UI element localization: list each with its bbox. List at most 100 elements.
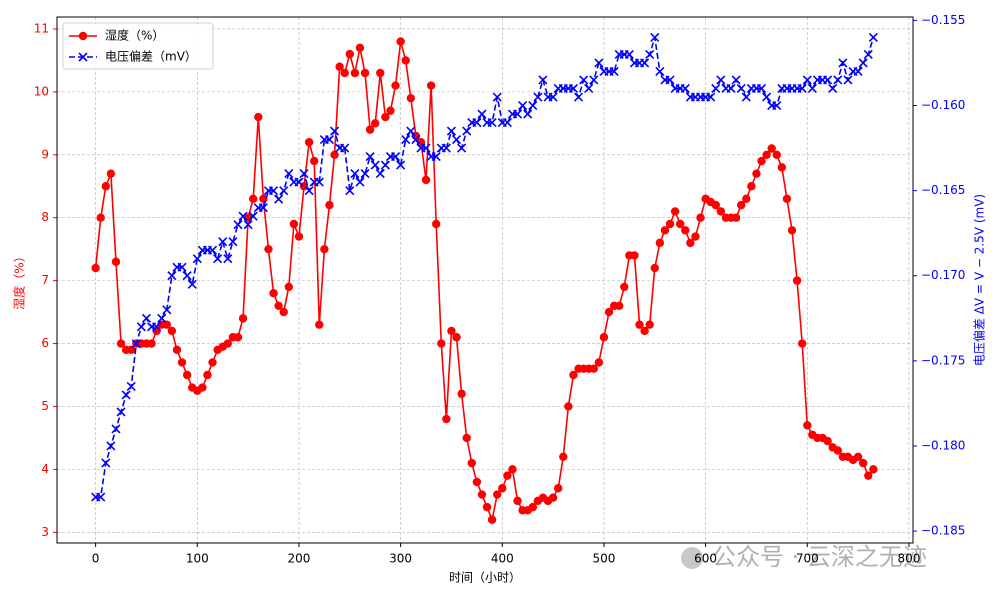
x-tick-label: 800 [897,552,920,566]
data-marker [513,496,522,506]
y-axis-label: 湿度（%） [12,250,27,309]
data-marker [462,433,471,443]
plot-frame [56,16,914,544]
data-marker [864,471,873,480]
data-marker [772,100,782,111]
data-marker [386,106,395,115]
x-tick-label: 100 [186,552,209,566]
data-marker [162,305,172,315]
data-marker [208,358,217,367]
data-marker [503,471,512,480]
data-marker [401,134,411,145]
data-marker [360,169,370,179]
x-tick-label: 600 [694,552,717,566]
y-tick-label: 5 [41,399,49,413]
data-marker [498,484,507,493]
data-marker [96,213,105,222]
data-marker [716,207,726,216]
data-marker [442,414,451,424]
data-marker [269,289,278,298]
data-marker [635,320,644,329]
data-marker [665,75,675,85]
data-marker [843,75,853,85]
watermark-icon [681,547,703,569]
data-marker [609,66,619,77]
data-marker [640,326,649,336]
data-marker [452,333,461,342]
data-marker [274,301,283,310]
data-marker [868,32,878,42]
data-marker [96,492,106,502]
data-marker [371,119,380,128]
data-marker [548,493,558,502]
data-marker [274,194,284,204]
data-marker [492,490,502,499]
data-marker [594,358,604,367]
data-marker [508,465,517,474]
data-marker [182,271,192,281]
data-marker [101,458,111,468]
data-marker [523,109,533,119]
x-tick-label: 500 [592,552,615,566]
data-marker [350,169,360,179]
data-marker [681,226,690,235]
data-marker [853,66,863,77]
data-marker [756,83,767,94]
data-marker [589,75,599,85]
data-marker [268,186,279,196]
data-marker [345,49,354,59]
data-marker [162,320,171,329]
data-marker [258,203,268,213]
data-marker [477,490,487,499]
y-tick-label: 10 [34,84,49,98]
data-marker [604,307,614,317]
data-marker [106,441,116,451]
data-marker [787,226,797,235]
y2-tick-label: −0.155 [921,13,965,27]
data-marker [533,92,543,102]
data-marker [492,92,502,102]
data-marker [238,211,248,221]
data-marker [823,436,832,446]
data-marker [614,301,624,310]
data-marker [559,452,568,462]
y-tick-label: 7 [41,273,49,287]
data-marker [736,83,746,94]
y-tick-label: 9 [41,147,49,161]
data-marker [660,226,670,235]
data-marker [650,32,660,42]
data-marker [426,81,436,90]
data-marker [315,320,324,329]
data-marker [457,143,467,153]
data-marker [803,421,812,430]
data-marker [869,465,878,474]
data-marker [157,313,167,323]
data-marker [670,207,680,216]
data-marker [477,109,487,119]
data-marker [431,152,441,162]
data-marker [375,169,385,179]
data-marker [706,92,716,102]
data-marker [564,402,573,411]
data-marker [167,271,177,281]
data-marker [380,160,390,170]
data-marker [502,117,512,128]
data-marker [136,322,146,332]
data-marker [828,83,838,94]
data-marker [187,279,197,289]
y-tick-label: 4 [41,462,49,476]
data-marker [299,169,309,179]
data-marker [345,186,355,196]
data-marker [121,390,131,400]
legend-box [62,22,214,70]
y2-tick-label: −0.175 [921,353,965,367]
data-marker [238,314,248,323]
data-marker [233,333,243,342]
data-marker [518,100,528,111]
data-marker [472,117,482,128]
data-marker [294,177,304,187]
y2-axis-label: 电压偏差 ΔV = V − 2.5V (mV) [972,194,987,366]
data-marker [538,75,548,85]
data-marker [594,58,604,68]
data-marker [691,232,700,241]
